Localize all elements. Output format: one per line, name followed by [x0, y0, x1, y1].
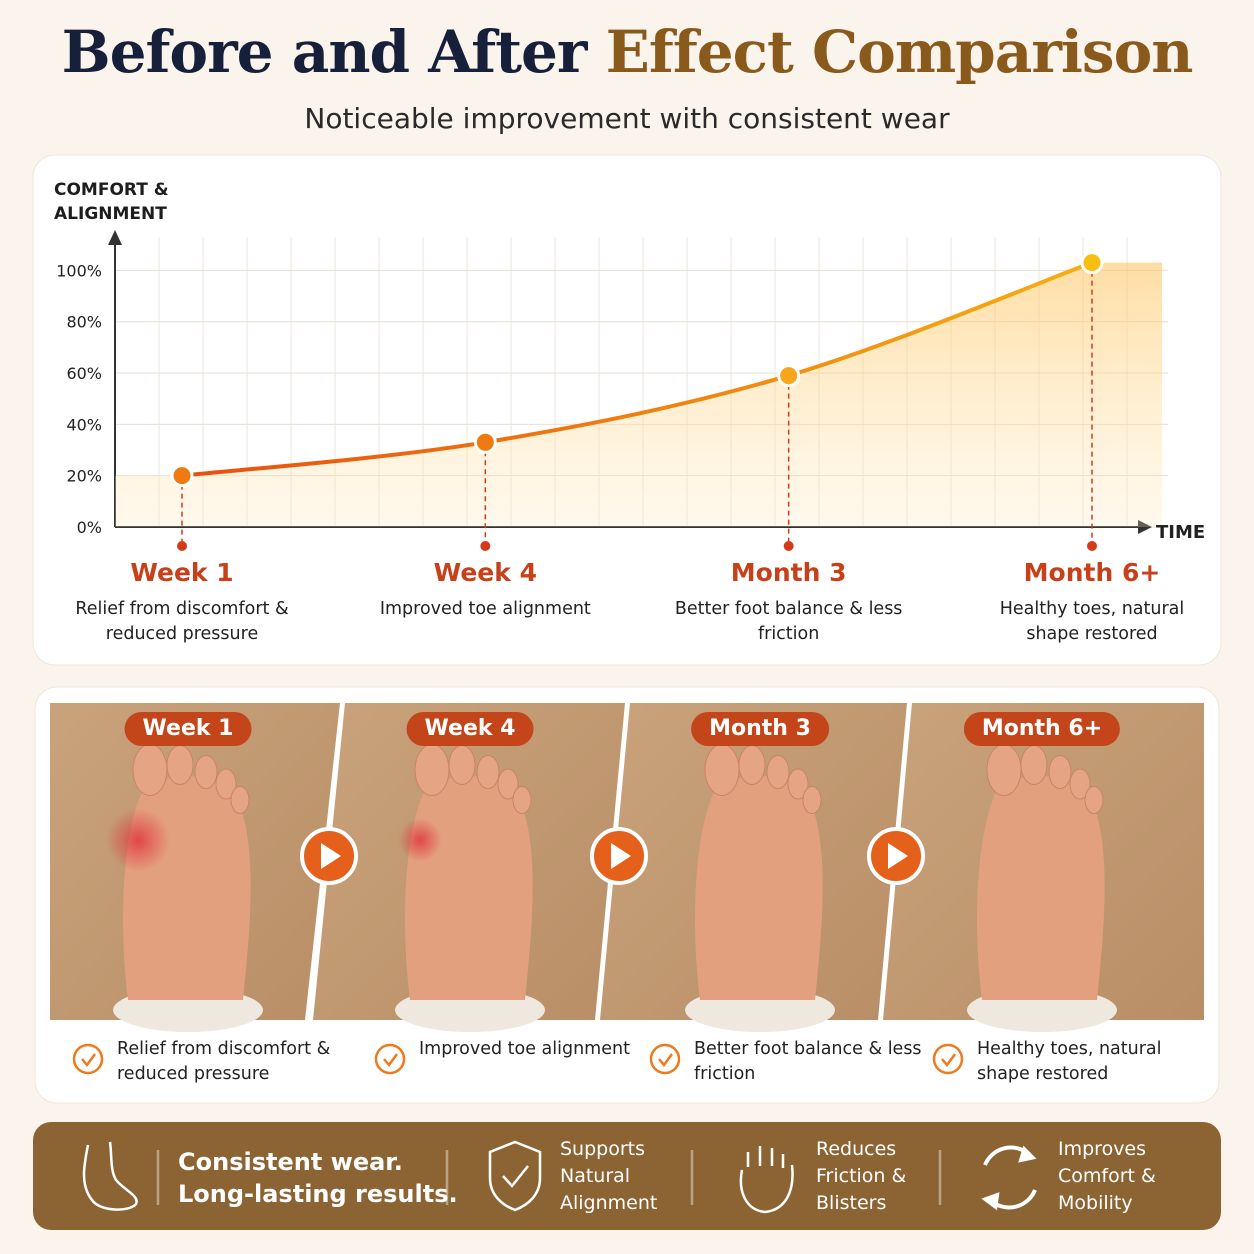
toe — [476, 755, 500, 789]
check-mark — [658, 1053, 674, 1068]
toe — [766, 755, 790, 789]
category-description: Better foot balance & less friction — [674, 599, 903, 644]
toes-icon — [739, 1146, 794, 1214]
play-triangle — [611, 843, 631, 869]
toe — [194, 755, 218, 789]
title-accent: Effect Comparison — [605, 18, 1194, 86]
toe — [448, 745, 476, 785]
toe — [497, 768, 519, 800]
category-label: Week 4 — [433, 558, 537, 587]
check-circle — [72, 1043, 104, 1075]
check-circle — [649, 1043, 681, 1075]
category-label: Month 6+ — [1023, 558, 1161, 587]
toe — [738, 745, 766, 785]
photo-caption: Improved toe alignment — [419, 1039, 630, 1059]
point — [170, 464, 194, 488]
footer-band — [33, 1122, 1221, 1230]
play-triangle — [888, 843, 908, 869]
toe — [787, 768, 809, 800]
photo-label: Week 4 — [406, 712, 534, 746]
y-tick-label: 40% — [66, 415, 102, 434]
check-icon — [502, 1165, 529, 1188]
subtitle: Noticeable improvement with consistent w… — [304, 102, 950, 135]
footer-icons — [82, 1140, 1037, 1214]
y-tick-label: 100% — [56, 261, 102, 280]
check-circle — [932, 1043, 964, 1075]
chart: 0% 20% 40% 60% 80% 100% — [56, 230, 1168, 551]
toe — [166, 745, 194, 785]
toe — [986, 744, 1022, 796]
play-triangle — [321, 843, 341, 869]
title-main: Before and After — [61, 18, 588, 86]
category-description: Relief from discomfort & reduced pressur… — [75, 599, 289, 644]
photo-caption: Healthy toes, natural shape restored — [977, 1039, 1162, 1084]
check-circle — [374, 1043, 406, 1075]
point — [473, 430, 497, 454]
y-tick-label: 80% — [66, 313, 102, 332]
y-tick-label: 0% — [77, 518, 102, 537]
photo-panels — [50, 703, 1204, 1075]
footer-slogan: Consistent wear. Long-lasting results. — [178, 1148, 458, 1208]
shield-icon — [488, 1140, 542, 1212]
foot — [977, 776, 1105, 1000]
toe — [512, 786, 532, 814]
category-description: Improved toe alignment — [379, 599, 591, 619]
toe — [1069, 768, 1091, 800]
toe — [802, 786, 822, 814]
photo-label: Month 6+ — [963, 712, 1121, 746]
toe — [230, 786, 250, 814]
toe — [414, 744, 450, 796]
foot — [695, 776, 823, 1000]
y-tick-label: 20% — [66, 467, 102, 486]
photo-caption: Better foot balance & less friction — [694, 1039, 922, 1084]
point — [1080, 251, 1104, 275]
toe — [132, 744, 168, 796]
photo-label: Week 1 — [124, 712, 252, 746]
toe — [1048, 755, 1072, 789]
toe — [1020, 745, 1048, 785]
point — [777, 364, 801, 388]
photo-caption: Relief from discomfort & reduced pressur… — [117, 1039, 331, 1084]
category-label: Week 1 — [130, 558, 234, 587]
category-label: Month 3 — [730, 558, 847, 587]
area — [115, 262, 1162, 527]
toe — [1084, 786, 1104, 814]
chart-card — [32, 154, 1222, 666]
y-axis-arrow — [108, 230, 122, 245]
foot-icon — [82, 1141, 138, 1211]
feature-text: Reduces Friction & Blisters — [816, 1138, 907, 1214]
y-tick-label: 60% — [66, 364, 102, 383]
axis-dot — [783, 541, 794, 551]
feature-text: Improves Comfort & Mobility — [1058, 1138, 1156, 1214]
toe — [704, 744, 740, 796]
axis-dot — [480, 541, 491, 551]
inflammation — [398, 818, 442, 862]
foot — [405, 776, 533, 1000]
feature-text: Supports Natural Alignment — [560, 1138, 658, 1214]
line — [181, 260, 1093, 478]
cycle-arrows — [981, 1145, 1037, 1211]
title: Before and After Effect Comparison — [0, 18, 1254, 86]
check-mark — [383, 1053, 399, 1068]
photo-label: Month 3 — [691, 712, 829, 746]
category-description: Healthy toes, natural shape restored — [999, 599, 1185, 644]
axis-dot — [177, 541, 187, 551]
x-axis-label: TIME — [1156, 522, 1206, 543]
check-mark — [941, 1053, 957, 1068]
inflammation — [106, 808, 170, 872]
toe — [215, 768, 237, 800]
y-axis-label: COMFORT & ALIGNMENT — [54, 180, 169, 224]
check-mark — [81, 1053, 97, 1068]
axis-dot — [1087, 541, 1097, 551]
